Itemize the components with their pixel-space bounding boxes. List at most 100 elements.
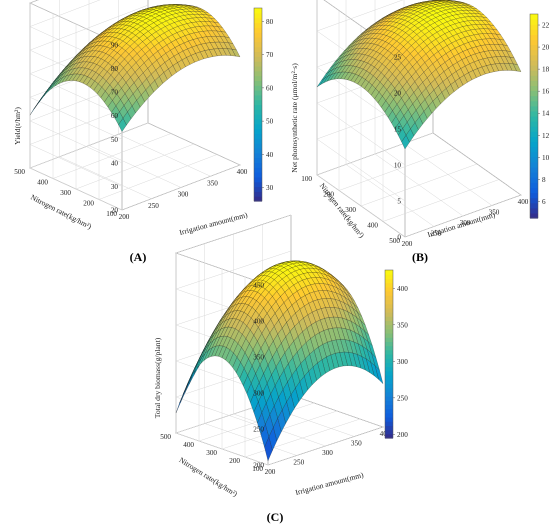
colorbar-segment xyxy=(254,138,262,144)
colorbar-tick-label: 22 xyxy=(542,22,550,30)
colorbar-segment xyxy=(530,100,538,107)
colorbar-segment xyxy=(385,303,393,309)
colorbar-segment xyxy=(530,19,538,25)
colorbar-segment xyxy=(530,131,538,137)
panel-b-colorbar: 6 8 10 12 14 16 18 20 22 xyxy=(529,13,550,219)
y-tick-label: 200 xyxy=(83,200,94,208)
colorbar-segment xyxy=(254,118,262,125)
colorbar-segment xyxy=(530,136,538,143)
y-tick-label: 400 xyxy=(37,179,48,187)
y-tick-label: 200 xyxy=(323,191,334,199)
colorbar-segment xyxy=(385,299,393,305)
z-tick-label: 400 xyxy=(253,318,264,326)
y-tick-label: 300 xyxy=(60,189,71,197)
colorbar-segment xyxy=(254,46,262,53)
colorbar-tick-label: 70 xyxy=(266,51,274,59)
x-tick-label: 400 xyxy=(237,168,248,176)
colorbar-segment xyxy=(530,70,538,76)
colorbar-segment xyxy=(385,391,393,397)
colorbar-segment xyxy=(530,80,538,86)
colorbar-segment xyxy=(254,167,262,173)
y-tick-label: 500 xyxy=(160,433,171,441)
x-tick-label: 400 xyxy=(518,198,529,206)
colorbar-segment xyxy=(530,197,538,204)
y-tick-label: 500 xyxy=(14,168,25,176)
colorbar-tick-label: 30 xyxy=(266,184,274,192)
colorbar-segment xyxy=(254,51,262,57)
x-tick-label: 200 xyxy=(265,468,276,476)
colorbar-segment xyxy=(385,383,393,389)
colorbar-segment xyxy=(254,75,262,81)
panel-c-colorbar: 200 250 300 350 400 xyxy=(384,269,408,439)
z-tick-label: 15 xyxy=(394,126,402,134)
colorbar-segment xyxy=(254,17,262,24)
x-tick-label: 250 xyxy=(431,230,442,238)
colorbar-segment xyxy=(385,362,393,368)
colorbar-segment xyxy=(385,295,393,300)
y-tick-label: 300 xyxy=(345,206,356,214)
z-tick-label: 25 xyxy=(394,54,402,62)
colorbar-segment xyxy=(254,104,262,110)
colorbar-segment xyxy=(254,109,262,115)
panel-b-label: (B) xyxy=(412,250,428,264)
colorbar-segment xyxy=(530,172,538,178)
z-tick-label: 70 xyxy=(111,89,119,97)
panel-a-label: (A) xyxy=(130,250,147,264)
colorbar-segment xyxy=(254,41,262,48)
colorbar-tick-label: 16 xyxy=(542,88,550,96)
colorbar-segment xyxy=(385,404,393,410)
colorbar-tick-label: 300 xyxy=(397,358,408,366)
colorbar-segment xyxy=(385,333,393,338)
colorbar-segment xyxy=(254,65,262,72)
z-tick-label: 20 xyxy=(394,90,402,98)
surface-patch xyxy=(193,357,202,374)
surface-patch xyxy=(184,374,193,394)
z-tick-label: 90 xyxy=(111,42,119,50)
colorbar-segment xyxy=(530,95,538,102)
colorbar-segment xyxy=(385,425,393,431)
y-tick-label: 300 xyxy=(206,449,217,457)
colorbar-segment xyxy=(530,207,538,214)
colorbar-segment xyxy=(385,320,393,326)
colorbar-segment xyxy=(385,291,393,296)
colorbar-segment xyxy=(254,172,262,178)
colorbar-segment xyxy=(254,90,262,96)
panel-a-surface-plot: 2030405060708090200250300350400100200300… xyxy=(13,0,274,264)
colorbar-segment xyxy=(530,44,538,51)
x-tick-label: 250 xyxy=(148,202,159,210)
panel-b-surface xyxy=(316,0,522,150)
panel-a-zlabel: Yield(t/hm²) xyxy=(13,107,22,145)
x-tick-label: 350 xyxy=(489,209,500,217)
colorbar-segment xyxy=(385,387,393,393)
colorbar-segment xyxy=(530,126,538,132)
colorbar-segment xyxy=(530,146,538,153)
colorbar-segment xyxy=(530,90,538,97)
surface-patch xyxy=(118,117,127,132)
x-tick-label: 200 xyxy=(402,240,413,248)
colorbar-segment xyxy=(254,70,262,77)
colorbar-segment xyxy=(385,417,393,422)
colorbar-segment xyxy=(530,75,538,81)
colorbar-segment xyxy=(385,379,393,384)
colorbar-segment xyxy=(530,187,538,194)
colorbar-segment xyxy=(254,85,262,91)
colorbar-segment xyxy=(254,196,262,202)
colorbar-segment xyxy=(530,121,538,127)
colorbar-segment xyxy=(385,349,393,355)
colorbar-tick-label: 12 xyxy=(542,132,550,140)
colorbar-segment xyxy=(385,375,393,380)
y-gridline xyxy=(75,143,195,190)
colorbar-segment xyxy=(385,396,393,401)
colorbar-segment xyxy=(530,24,538,30)
colorbar-segment xyxy=(530,151,538,158)
panel-b-ylabel: Nitrogen rate(kg/hm²) xyxy=(318,181,367,240)
z-tick-label: 450 xyxy=(253,282,264,290)
colorbar-frame xyxy=(384,269,394,439)
y-tick-label: 100 xyxy=(252,465,263,473)
colorbar-segment xyxy=(254,32,262,38)
colorbar-tick-label: 50 xyxy=(266,118,274,126)
colorbar-segment xyxy=(254,181,262,188)
colorbar-frame xyxy=(529,13,539,219)
colorbar-segment xyxy=(385,337,393,342)
colorbar-segment xyxy=(385,278,393,284)
